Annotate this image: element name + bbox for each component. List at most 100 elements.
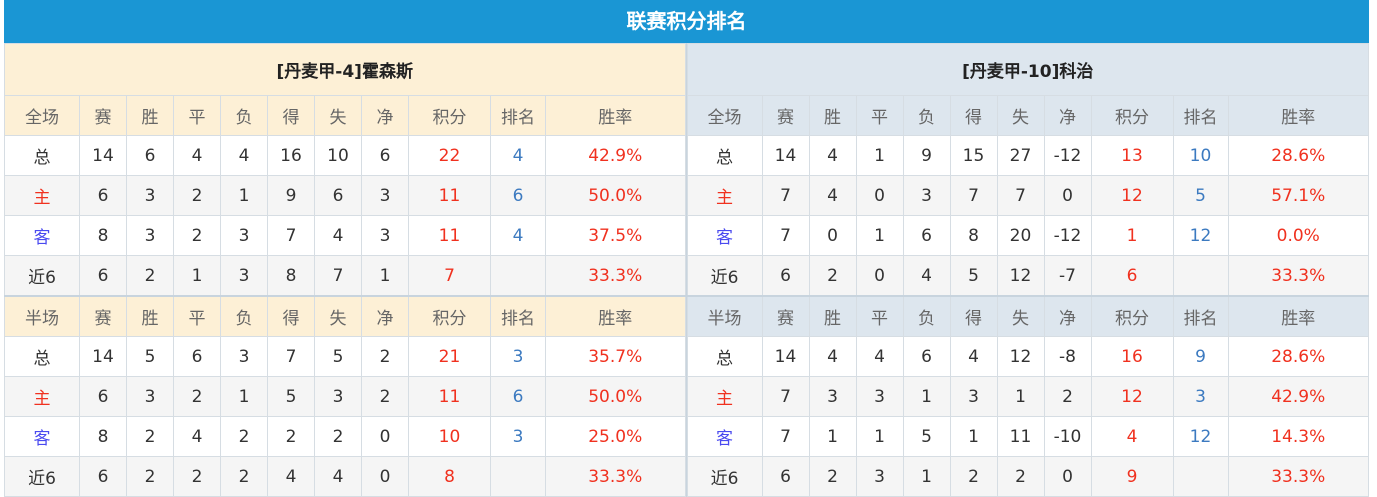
cell-rank — [1172, 255, 1229, 297]
column-header-rank: 排名 — [490, 295, 546, 337]
cell-goals-against: 6 — [314, 175, 362, 216]
table-row: 总 14 6 4 4 16 10 6 22 4 42.9% — [4, 135, 686, 176]
column-header-lost: 负 — [902, 295, 951, 337]
cell-goal-diff: -10 — [1043, 416, 1092, 457]
cell-rank: 3 — [1172, 376, 1229, 417]
column-header-points: 积分 — [1090, 95, 1174, 136]
cell-points: 10 — [408, 416, 491, 457]
column-header-played: 赛 — [761, 95, 810, 136]
cell-win-rate: 33.3% — [1227, 456, 1369, 497]
cell-goal-diff: 6 — [361, 135, 409, 176]
column-header-goals-against: 失 — [314, 95, 362, 136]
cell-scope: 主 — [4, 175, 80, 216]
column-header-win-rate: 胜率 — [1227, 295, 1369, 337]
cell-drawn: 4 — [173, 135, 221, 176]
cell-played: 14 — [79, 336, 127, 377]
cell-goal-diff: -7 — [1043, 255, 1092, 297]
cell-win-rate: 37.5% — [545, 215, 686, 256]
cell-goals-against: 7 — [314, 255, 362, 297]
cell-win-rate: 33.3% — [545, 456, 686, 497]
cell-goal-diff: 3 — [361, 215, 409, 256]
cell-lost: 1 — [902, 456, 951, 497]
cell-rank: 6 — [490, 175, 546, 216]
cell-scope: 总 — [4, 336, 80, 377]
full-header-row: 全场赛胜平负得失净积分 排名 胜率 — [4, 95, 686, 136]
cell-win-rate: 35.7% — [545, 336, 686, 377]
cell-won: 0 — [808, 215, 857, 256]
cell-played: 8 — [79, 416, 127, 457]
cell-scope: 近6 — [4, 255, 80, 297]
cell-won: 2 — [126, 255, 174, 297]
column-header-goals-for: 得 — [267, 295, 315, 337]
table-row: 近6 6 2 0 4 5 12 -7 6 33.3% — [686, 255, 1369, 297]
cell-points: 6 — [1090, 255, 1174, 297]
cell-played: 6 — [761, 456, 810, 497]
team-panel-home: [丹麦甲-4]霍森斯 全场赛胜平负得失净积分 排名 胜率总 14 6 4 4 16 10 6 22 4 4… — [4, 43, 686, 497]
cell-goals-for: 2 — [949, 456, 998, 497]
cell-rank: 5 — [1172, 175, 1229, 216]
table-row: 近6 6 2 2 2 4 4 0 8 33.3% — [4, 456, 686, 497]
column-header-won: 胜 — [808, 295, 857, 337]
column-header-played: 赛 — [79, 95, 127, 136]
cell-goals-for: 16 — [267, 135, 315, 176]
cell-scope: 总 — [686, 336, 763, 377]
half-header-row: 半场赛胜平负得失净积分 排名 胜率 — [686, 295, 1369, 337]
cell-win-rate: 0.0% — [1227, 215, 1369, 256]
cell-played: 7 — [761, 416, 810, 457]
standings-widget: 联赛积分排名 [丹麦甲-4]霍森斯 全场赛胜平负得失净积分 排名 胜率总 14 6 4 4 16… — [4, 0, 1369, 497]
column-header-scope: 全场 — [686, 95, 763, 136]
cell-drawn: 4 — [173, 416, 221, 457]
cell-won: 3 — [126, 376, 174, 417]
cell-win-rate: 33.3% — [545, 255, 686, 297]
table-row: 客 8 3 2 3 7 4 3 11 4 37.5% — [4, 215, 686, 256]
column-header-scope: 半场 — [686, 295, 763, 337]
cell-goals-against: 2 — [996, 456, 1045, 497]
full-header-row: 全场赛胜平负得失净积分 排名 胜率 — [686, 95, 1369, 136]
column-header-rank: 排名 — [490, 95, 546, 136]
cell-win-rate: 42.9% — [1227, 376, 1369, 417]
table-row: 客 7 0 1 6 8 20 -12 1 12 0.0% — [686, 215, 1369, 256]
column-header-lost: 负 — [902, 95, 951, 136]
cell-lost: 2 — [220, 456, 268, 497]
cell-won: 6 — [126, 135, 174, 176]
cell-drawn: 2 — [173, 456, 221, 497]
cell-lost: 2 — [220, 416, 268, 457]
cell-goals-for: 1 — [949, 416, 998, 457]
team-name[interactable]: [丹麦甲-10]科治 — [686, 43, 1369, 96]
column-header-won: 胜 — [808, 95, 857, 136]
column-header-win-rate: 胜率 — [545, 95, 686, 136]
column-header-scope: 半场 — [4, 295, 80, 337]
column-header-goal-diff: 净 — [361, 95, 409, 136]
cell-played: 7 — [761, 376, 810, 417]
column-header-played: 赛 — [79, 295, 127, 337]
cell-drawn: 3 — [855, 456, 904, 497]
cell-goal-diff: -12 — [1043, 135, 1092, 176]
cell-scope: 客 — [686, 416, 763, 457]
cell-goals-against: 2 — [314, 416, 362, 457]
cell-goal-diff: 2 — [1043, 376, 1092, 417]
cell-points: 13 — [1090, 135, 1174, 176]
cell-lost: 6 — [902, 215, 951, 256]
cell-won: 2 — [808, 255, 857, 297]
cell-played: 7 — [761, 215, 810, 256]
cell-goals-against: 11 — [996, 416, 1045, 457]
cell-lost: 5 — [902, 416, 951, 457]
team-panel-away: [丹麦甲-10]科治 全场赛胜平负得失净积分 排名 胜率总 14 4 1 9 15 27 -12 13… — [685, 43, 1370, 497]
cell-played: 6 — [79, 376, 127, 417]
team-name[interactable]: [丹麦甲-4]霍森斯 — [4, 43, 686, 96]
cell-goals-for: 7 — [267, 215, 315, 256]
column-header-win-rate: 胜率 — [545, 295, 686, 337]
cell-won: 5 — [126, 336, 174, 377]
cell-points: 9 — [1090, 456, 1174, 497]
table-row: 客 7 1 1 5 1 11 -10 4 12 14.3% — [686, 416, 1369, 457]
cell-played: 6 — [79, 175, 127, 216]
cell-rank: 4 — [490, 215, 546, 256]
cell-scope: 主 — [686, 376, 763, 417]
cell-drawn: 0 — [855, 255, 904, 297]
cell-rank: 4 — [490, 135, 546, 176]
cell-won: 4 — [808, 135, 857, 176]
cell-rank: 10 — [1172, 135, 1229, 176]
cell-goals-for: 15 — [949, 135, 998, 176]
cell-scope: 总 — [686, 135, 763, 176]
cell-goals-against: 1 — [996, 376, 1045, 417]
